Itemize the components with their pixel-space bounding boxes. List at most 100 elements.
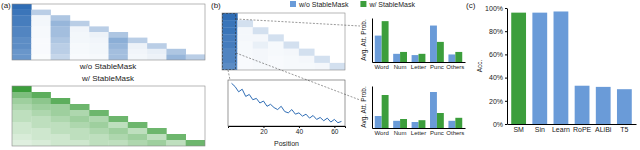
tick: T5 [620, 126, 628, 133]
heatmap-cell [253, 49, 269, 56]
heatmap-cell [284, 49, 300, 56]
panel-label: (a) [1, 1, 11, 10]
heatmap-cell [31, 43, 51, 49]
panel-label: (b) [211, 1, 221, 10]
legend-item: w/ StableMask [360, 1, 415, 8]
heatmap-cell [237, 34, 253, 41]
heatmap-cell [70, 134, 90, 140]
heatmap-cell [51, 15, 71, 21]
tick: Sin [535, 126, 545, 133]
tick-label: ALiBi [595, 126, 612, 133]
heatmap-cell [109, 32, 129, 38]
tick-label: Others [446, 64, 464, 70]
heatmap-cell [109, 54, 129, 60]
heatmap-cell [12, 32, 32, 38]
axis-line [507, 9, 508, 125]
heatmap-cell [12, 128, 32, 134]
tick-label: Letter [411, 64, 426, 70]
heatmap-cell [89, 32, 109, 38]
axis-line [508, 124, 637, 125]
bar [412, 55, 419, 62]
heatmap-cell [70, 140, 90, 146]
heatmap-cell [70, 43, 90, 49]
heatmap-cell [51, 32, 71, 38]
heatmap-cell [89, 116, 109, 122]
tick-label: Others [446, 130, 464, 136]
tick: Letter [411, 130, 426, 136]
tick-mark [505, 101, 507, 102]
heatmap-cell [89, 140, 109, 146]
heatmap-cell [12, 21, 32, 27]
heatmap-cell [147, 43, 167, 49]
heatmap-cell [12, 4, 32, 10]
y-axis-title: Avg. Att. Prob. [360, 19, 368, 61]
plot-frame [12, 4, 205, 60]
heatmap-cell [70, 49, 90, 55]
heatmap-cell [31, 110, 51, 116]
heatmap-cell [89, 128, 109, 134]
axis-line [229, 127, 346, 129]
bar [400, 52, 407, 62]
tick-label: Num [394, 64, 407, 70]
heatmap-cell [147, 54, 167, 60]
bar [617, 89, 632, 124]
heatmap-cell [268, 63, 284, 70]
heatmap-cell [12, 122, 32, 128]
heatmap-cell [284, 56, 300, 63]
heatmap-cell [299, 63, 315, 70]
data-line [232, 83, 342, 122]
heatmap-cell [12, 86, 32, 92]
heatmap-cell [70, 38, 90, 44]
tick-label: T5 [620, 126, 628, 133]
axis: 204060 [229, 126, 346, 135]
legend-swatch [360, 1, 366, 7]
heatmap-cell [109, 43, 129, 49]
tick: 100% [485, 5, 507, 12]
bar [455, 118, 462, 128]
heatmap-cell [128, 43, 148, 49]
heatmap-cell [89, 110, 109, 116]
heatmap-cell [109, 128, 129, 134]
heatmap-cell [12, 38, 32, 44]
tick: Num [394, 64, 407, 70]
tick-mark [505, 31, 507, 32]
plot-area [511, 11, 632, 124]
heatmap-cell [12, 49, 32, 55]
legend-item: w/o StableMask [290, 1, 349, 8]
heatmap-cell [70, 54, 90, 60]
heatmap-cell [31, 140, 51, 146]
tick-label: Learn [552, 126, 570, 133]
heatmap-cell [51, 54, 71, 60]
heatmap-cell [109, 38, 129, 44]
heatmap-cell [268, 42, 284, 49]
bar [419, 54, 426, 62]
tick: 80% [489, 28, 507, 35]
heatmap-cell [268, 49, 284, 56]
tick-label: 60% [489, 51, 503, 58]
zoom-box [223, 14, 236, 70]
heatmap-cell [51, 26, 71, 32]
heatmap-cell [12, 54, 32, 60]
heatmap-cell [70, 32, 90, 38]
bar-series [382, 95, 463, 128]
heatmap-cell [237, 20, 253, 27]
bar [532, 13, 547, 124]
axis: SMSinLearnRoPEALiBiT5 [508, 125, 637, 133]
axis-line [372, 87, 373, 129]
chart-title: w/ StableMask [81, 74, 135, 83]
tick-label: 20 [260, 128, 268, 135]
heatmap-cell [31, 38, 51, 44]
axis-line [372, 19, 373, 63]
tick: Punc [430, 64, 444, 70]
bar [382, 95, 389, 128]
heatmap-cell [237, 42, 253, 49]
heatmap-cell [128, 49, 148, 55]
heatmap-cell [109, 116, 129, 122]
heatmap-cell [12, 104, 32, 110]
heatmap-cell [51, 128, 71, 134]
axis [372, 19, 373, 63]
heatmap-cell [284, 42, 300, 49]
heatmap-cell [31, 54, 51, 60]
heatmap-cell [31, 21, 51, 27]
heatmap-cell [147, 49, 167, 55]
